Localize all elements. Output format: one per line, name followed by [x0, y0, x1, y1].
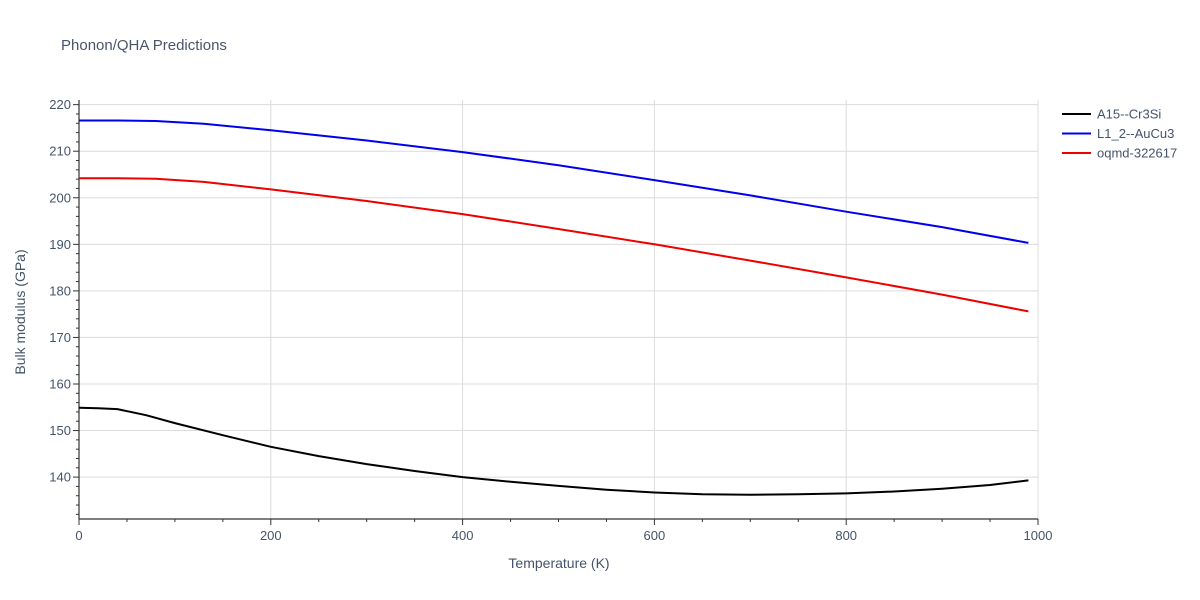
- x-axis-title: Temperature (K): [508, 555, 609, 571]
- y-tick-label: 180: [49, 283, 71, 298]
- x-tick-label: 0: [75, 528, 82, 543]
- series-line-l1-2-aucu3: [79, 119, 1029, 244]
- legend-label: oqmd-322617: [1097, 146, 1177, 161]
- axes: [73, 100, 1039, 525]
- x-tick-label: 1000: [1024, 528, 1053, 543]
- grid-lines: [79, 100, 1039, 519]
- y-axis-title: Bulk modulus (GPa): [12, 249, 28, 374]
- legend-item[interactable]: A15--Cr3Si: [1062, 107, 1161, 122]
- chart-title: Phonon/QHA Predictions: [61, 37, 227, 54]
- x-tick-label: 200: [260, 528, 282, 543]
- y-tick-label: 140: [49, 470, 71, 485]
- legend-item[interactable]: L1_2--AuCu3: [1062, 126, 1174, 141]
- y-tick-label: 210: [49, 144, 71, 159]
- x-tick-label: 400: [452, 528, 474, 543]
- x-tick-label: 600: [644, 528, 666, 543]
- y-tick-label: 220: [49, 97, 71, 112]
- y-tick-label: 190: [49, 237, 71, 252]
- series-lines: [78, 119, 1029, 496]
- y-tick-label: 200: [49, 190, 71, 205]
- y-tick-label: 160: [49, 376, 71, 391]
- legend-item[interactable]: oqmd-322617: [1062, 146, 1177, 161]
- series-line-a15-cr3si: [78, 406, 1029, 496]
- y-tick-label: 170: [49, 330, 71, 345]
- legend-label: A15--Cr3Si: [1097, 107, 1161, 122]
- legend[interactable]: A15--Cr3Si L1_2--AuCu3 oqmd-322617: [1062, 107, 1177, 161]
- legend-label: L1_2--AuCu3: [1097, 126, 1174, 141]
- y-tick-label: 150: [49, 423, 71, 438]
- x-tick-label: 800: [835, 528, 857, 543]
- series-line-oqmd-322617: [79, 177, 1029, 313]
- tick-labels: 0 200 400 600 800 1000 140 150 160 170 180 190 200 21…: [49, 97, 1052, 543]
